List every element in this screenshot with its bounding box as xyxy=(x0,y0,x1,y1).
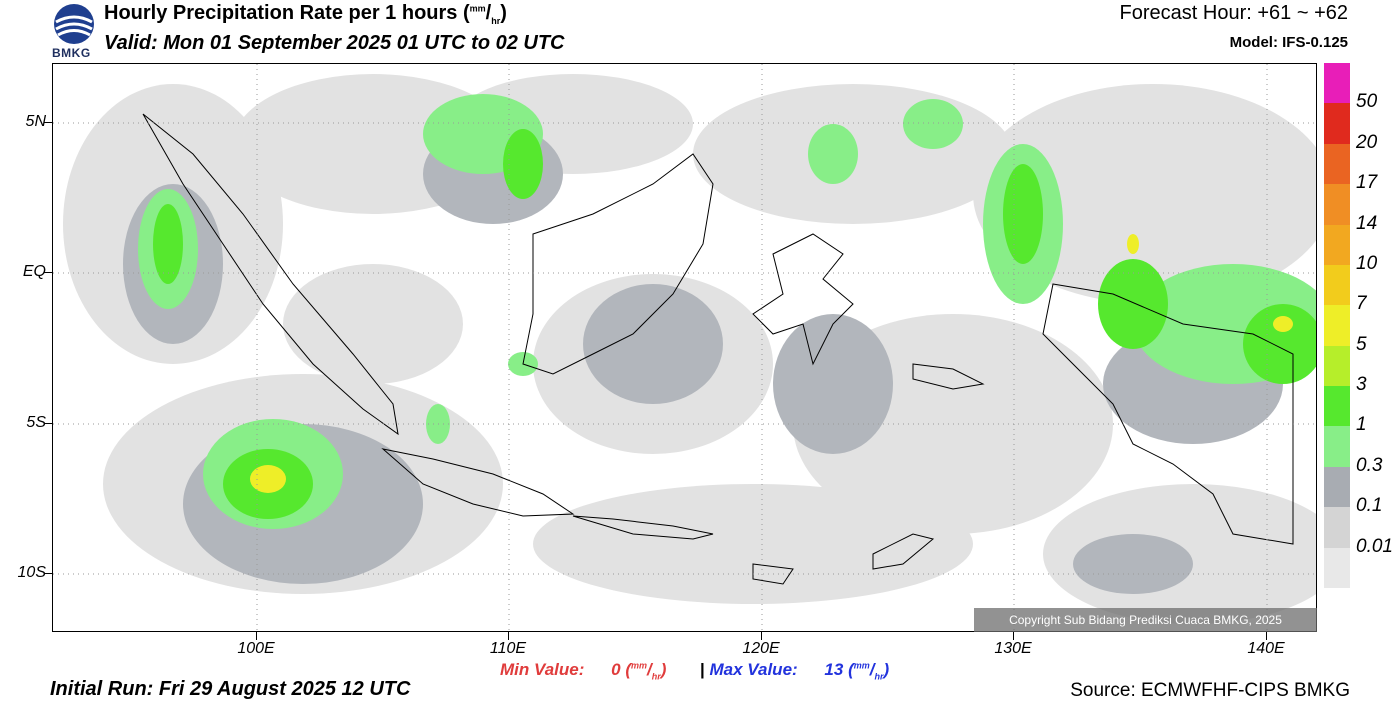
colorbar-label: 17 xyxy=(1356,172,1378,194)
colorbar-segment xyxy=(1324,264,1350,306)
logo-text: BMKG xyxy=(52,46,91,60)
max-value: 13 xyxy=(824,660,844,679)
colorbar-segment xyxy=(1324,305,1350,347)
colorbar-label: 0.1 xyxy=(1356,495,1383,517)
max-unit-num: mm xyxy=(853,660,870,671)
forecast-hour: Forecast Hour: +61 ~ +62 xyxy=(1119,2,1348,24)
lat-tick xyxy=(44,122,52,123)
colorbar-segment xyxy=(1324,547,1350,589)
colorbar-segment xyxy=(1324,143,1350,185)
min-unit-num: mm xyxy=(631,660,648,671)
lat-tick xyxy=(44,423,52,424)
model-name: Model: IFS-0.125 xyxy=(1229,34,1348,51)
precip-colorbar xyxy=(1324,63,1350,589)
lat-label-5n: 5N xyxy=(25,113,46,130)
coastlines xyxy=(142,113,1294,585)
lon-tick xyxy=(508,632,509,640)
bmkg-logo-emblem-icon xyxy=(54,4,94,44)
colorbar-segment xyxy=(1324,103,1350,145)
colorbar-label: 7 xyxy=(1356,293,1367,315)
colorbar-segment xyxy=(1324,507,1350,549)
lat-label-5s: 5S xyxy=(26,414,46,431)
lat-label-eq: EQ xyxy=(22,263,46,280)
colorbar-segment xyxy=(1324,63,1350,104)
colorbar-label: 3 xyxy=(1356,374,1367,396)
colorbar-label: 50 xyxy=(1356,91,1378,113)
precip-5-layer xyxy=(250,234,1293,493)
lon-label-130e: 130E xyxy=(994,640,1032,657)
chart-title: Hourly Precipitation Rate per 1 hours (m… xyxy=(104,2,507,26)
min-value: 0 xyxy=(611,660,621,679)
bmkg-logo: BMKG xyxy=(50,2,98,60)
title-unit-num: mm xyxy=(469,3,486,14)
map-canvas xyxy=(53,64,1316,631)
lon-tick xyxy=(761,632,762,640)
max-value-label: Max Value: xyxy=(709,660,798,679)
lat-label-10s: 10S xyxy=(17,564,46,581)
title-close: ) xyxy=(500,2,507,24)
colorbar-label: 0.3 xyxy=(1356,454,1383,476)
initial-run: Initial Run: Fri 29 August 2025 12 UTC xyxy=(50,678,411,700)
colorbar-label: 1 xyxy=(1356,414,1367,436)
stats-separator: | xyxy=(700,660,705,679)
min-value-row: Min Value: 0 (mm/hr) xyxy=(500,660,666,681)
precip-1-layer xyxy=(153,129,1316,519)
colorbar-segment xyxy=(1324,466,1350,508)
lon-tick xyxy=(1266,632,1267,640)
title-unit-sep: / xyxy=(485,2,492,24)
lon-label-120e: 120E xyxy=(742,640,780,657)
lon-label-110e: 110E xyxy=(489,640,527,657)
valid-time: Valid: Mon 01 September 2025 01 UTC to 0… xyxy=(104,32,565,54)
colorbar-segment xyxy=(1324,386,1350,427)
lon-label-140e: 140E xyxy=(1247,640,1285,657)
copyright-notice: Copyright Sub Bidang Prediksi Cuaca BMKG… xyxy=(974,608,1317,632)
lon-tick xyxy=(1013,632,1014,640)
lat-tick xyxy=(44,573,52,574)
max-unit-den: hr xyxy=(874,671,884,682)
lat-tick xyxy=(44,272,52,273)
data-source: Source: ECMWFHF-CIPS BMKG xyxy=(1070,680,1350,701)
colorbar-segment xyxy=(1324,184,1350,226)
colorbar-label: 14 xyxy=(1356,212,1378,234)
max-unit: (mm/hr) xyxy=(848,660,890,682)
colorbar-label: 10 xyxy=(1356,252,1378,274)
max-value-row: | Max Value: 13 (mm/hr) xyxy=(700,660,889,681)
lon-tick xyxy=(256,632,257,640)
title-main: Hourly Precipitation Rate per 1 hours ( xyxy=(104,2,470,24)
lon-label-100e: 100E xyxy=(237,640,275,657)
min-unit-den: hr xyxy=(651,671,661,682)
colorbar-segment xyxy=(1324,345,1350,387)
colorbar-label: 0.01 xyxy=(1356,535,1393,557)
colorbar-segment xyxy=(1324,426,1350,468)
precipitation-map xyxy=(52,63,1317,632)
min-value-label: Min Value: xyxy=(500,660,585,679)
colorbar-segment xyxy=(1324,224,1350,266)
min-unit: (mm/hr) xyxy=(625,660,667,682)
title-unit-den: hr xyxy=(491,16,501,26)
graticule xyxy=(53,64,1316,631)
colorbar-label: 20 xyxy=(1356,131,1378,153)
colorbar-label: 5 xyxy=(1356,333,1367,355)
